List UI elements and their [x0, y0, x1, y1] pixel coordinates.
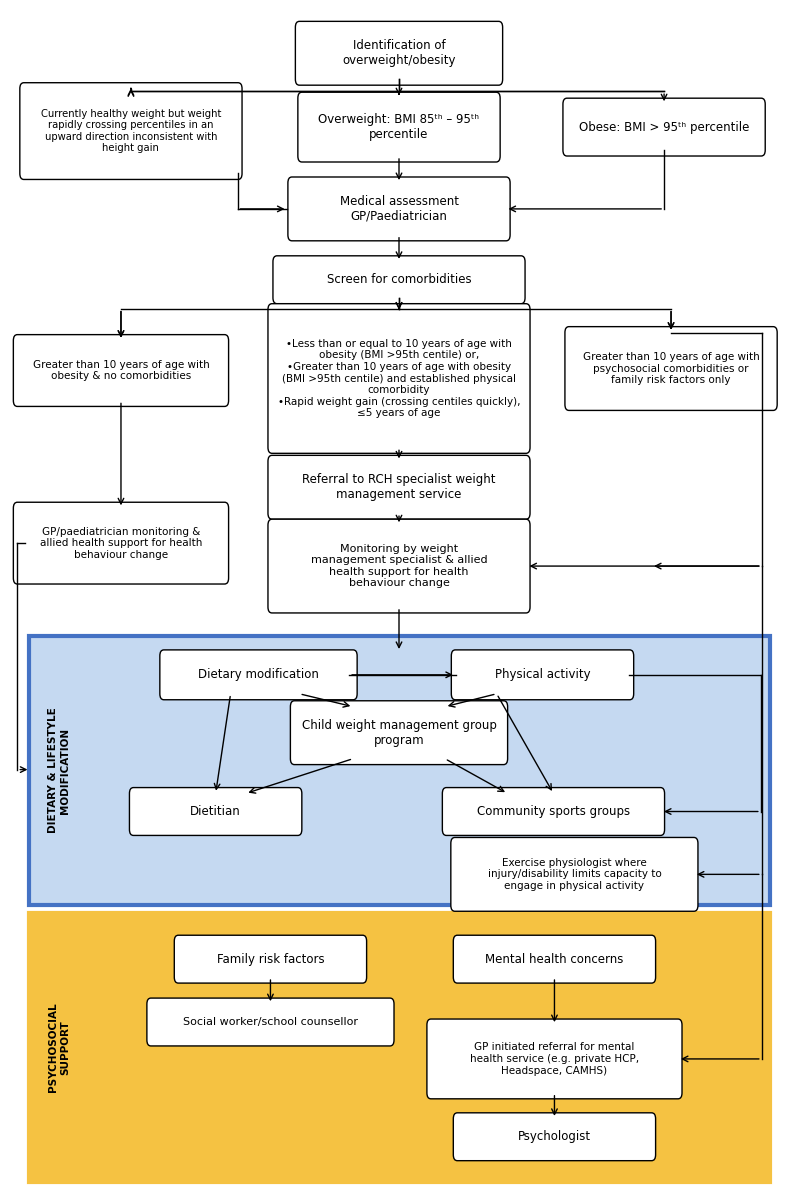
Text: PSYCHOSOCIAL
SUPPORT: PSYCHOSOCIAL SUPPORT [49, 1003, 70, 1093]
FancyBboxPatch shape [443, 788, 665, 836]
Text: GP initiated referral for mental
health service (e.g. private HCP,
Headspace, CA: GP initiated referral for mental health … [470, 1043, 639, 1076]
FancyBboxPatch shape [30, 913, 769, 1181]
Text: GP/paediatrician monitoring &
allied health support for health
behaviour change: GP/paediatrician monitoring & allied hea… [40, 527, 202, 560]
Text: Identification of
overweight/obesity: Identification of overweight/obesity [342, 40, 455, 67]
Text: Exercise physiologist where
injury/disability limits capacity to
engage in physi: Exercise physiologist where injury/disab… [487, 858, 662, 891]
Text: Screen for comorbidities: Screen for comorbidities [327, 273, 471, 286]
Text: Family risk factors: Family risk factors [217, 953, 324, 966]
FancyBboxPatch shape [565, 327, 777, 411]
Text: Medical assessment
GP/Paediatrician: Medical assessment GP/Paediatrician [340, 195, 459, 223]
Text: Community sports groups: Community sports groups [477, 806, 630, 818]
FancyBboxPatch shape [268, 519, 530, 613]
Text: Monitoring by weight
management specialist & allied
health support for health
be: Monitoring by weight management speciali… [311, 543, 487, 589]
FancyBboxPatch shape [453, 1113, 656, 1161]
FancyBboxPatch shape [147, 998, 394, 1046]
Text: Dietitian: Dietitian [190, 806, 241, 818]
Text: Dietary modification: Dietary modification [198, 668, 319, 681]
FancyBboxPatch shape [453, 935, 656, 983]
Text: •Less than or equal to 10 years of age with
obesity (BMI >95th centile) or,
•Gre: •Less than or equal to 10 years of age w… [278, 339, 520, 418]
FancyBboxPatch shape [288, 177, 510, 241]
FancyBboxPatch shape [268, 304, 530, 454]
FancyBboxPatch shape [174, 935, 367, 983]
Text: Mental health concerns: Mental health concerns [485, 953, 624, 966]
Text: Currently healthy weight but weight
rapidly crossing percentiles in an
upward di: Currently healthy weight but weight rapi… [41, 109, 221, 153]
Text: Obese: BMI > 95ᵗʰ percentile: Obese: BMI > 95ᵗʰ percentile [579, 121, 749, 134]
FancyBboxPatch shape [20, 83, 242, 180]
Text: Social worker/school counsellor: Social worker/school counsellor [183, 1017, 358, 1027]
FancyBboxPatch shape [14, 335, 229, 407]
FancyBboxPatch shape [290, 700, 507, 765]
FancyBboxPatch shape [298, 92, 500, 162]
FancyBboxPatch shape [451, 838, 698, 911]
FancyBboxPatch shape [273, 256, 525, 304]
FancyBboxPatch shape [129, 788, 302, 836]
Text: Overweight: BMI 85ᵗʰ – 95ᵗʰ
percentile: Overweight: BMI 85ᵗʰ – 95ᵗʰ percentile [319, 113, 479, 141]
FancyBboxPatch shape [563, 98, 765, 156]
FancyBboxPatch shape [14, 503, 229, 584]
FancyBboxPatch shape [427, 1019, 682, 1099]
FancyBboxPatch shape [451, 650, 634, 700]
FancyBboxPatch shape [30, 636, 769, 905]
Text: DIETARY & LIFESTYLE
MODIFICATION: DIETARY & LIFESTYLE MODIFICATION [49, 707, 70, 833]
FancyBboxPatch shape [296, 22, 503, 85]
Text: Psychologist: Psychologist [518, 1130, 591, 1143]
FancyBboxPatch shape [160, 650, 357, 700]
Text: Greater than 10 years of age with
obesity & no comorbidities: Greater than 10 years of age with obesit… [33, 360, 209, 382]
Text: Referral to RCH specialist weight
management service: Referral to RCH specialist weight manage… [302, 473, 495, 502]
Text: Greater than 10 years of age with
psychosocial comorbidities or
family risk fact: Greater than 10 years of age with psycho… [582, 352, 759, 385]
FancyBboxPatch shape [268, 455, 530, 519]
Text: Child weight management group
program: Child weight management group program [301, 718, 496, 747]
Text: Physical activity: Physical activity [495, 668, 590, 681]
